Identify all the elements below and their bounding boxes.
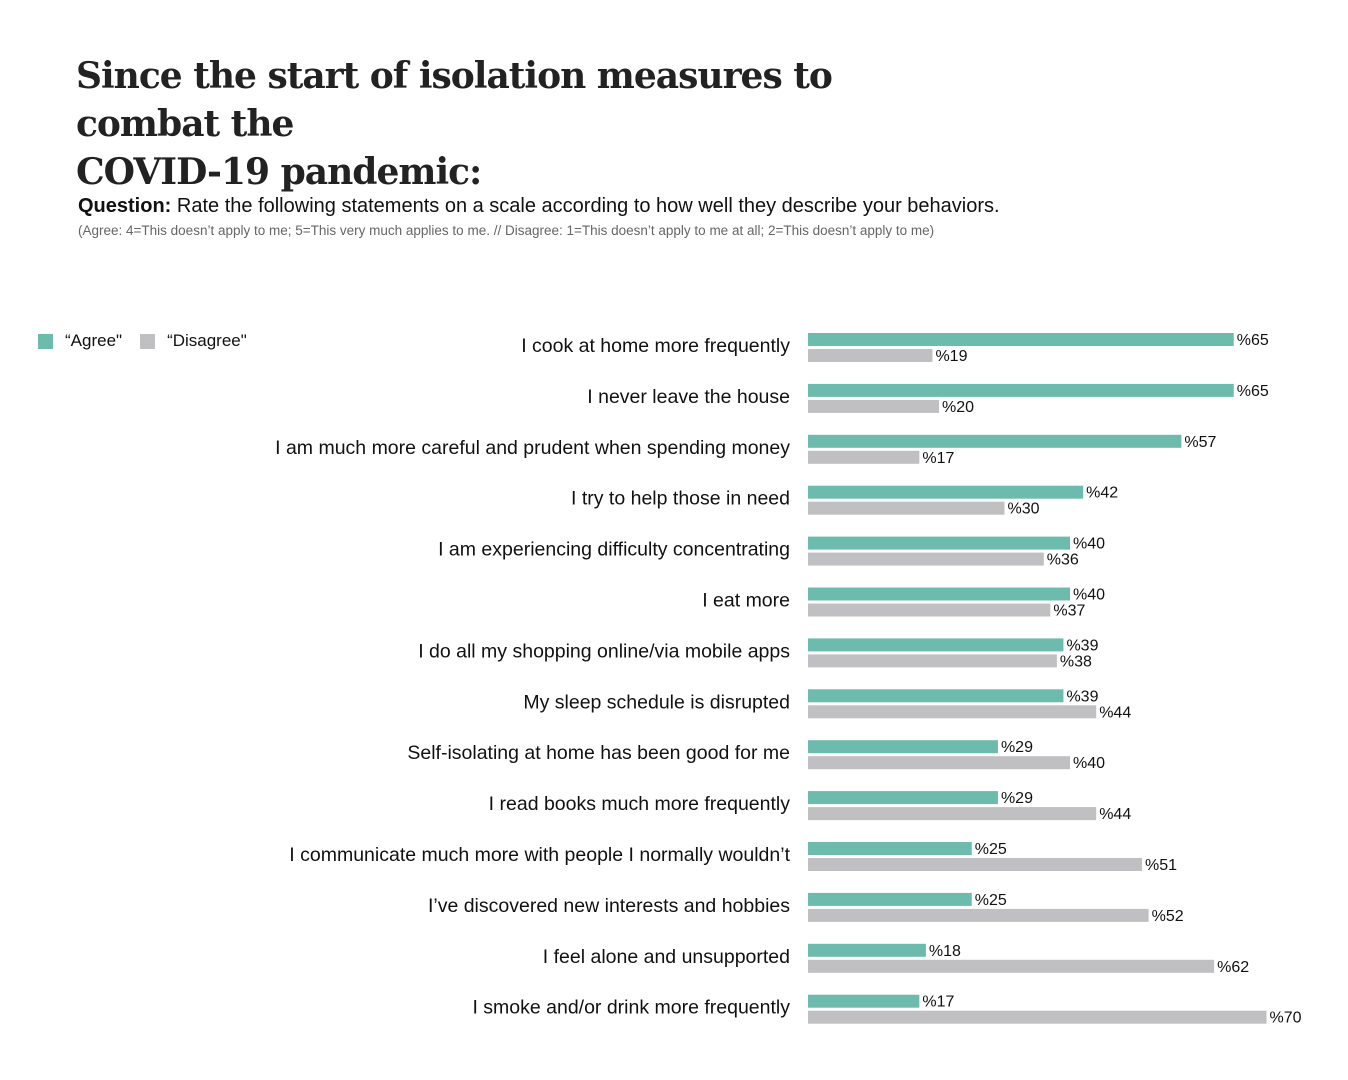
legend-label-agree: “Agree" [65,331,123,350]
data-label-disagree: %37 [1053,603,1085,620]
scale-note: (Agree: 4=This doesn’t apply to me; 5=Th… [78,223,935,238]
bar-disagree [808,552,1044,566]
bar-agree [808,434,1182,448]
chart-title: Since the start of isolation measures to… [76,52,976,196]
bar-agree [808,536,1070,550]
bar-disagree [808,756,1070,770]
chart-row: My sleep schedule is disrupted %39%44 [523,688,1131,721]
bar-disagree [808,858,1143,871]
chart-row: I try to help those in need %42 %30 [571,485,1118,518]
data-label-disagree: %36 [1047,552,1079,569]
chart-row: I am experiencing difficulty concentrati… [438,536,1105,569]
chart-title-line-2: COVID-19 pandemic: [76,151,482,193]
data-label-disagree: %40 [1073,755,1105,772]
question-label: Question: [78,195,172,217]
bar-disagree [808,654,1057,668]
category-label: I cook at home more frequently [521,335,790,357]
bar-disagree [808,399,939,413]
data-label-agree: %25 [975,841,1007,858]
data-label-agree: %25 [975,892,1007,909]
chart-row: I am much more careful and prudent when … [275,434,1216,467]
bar-disagree [808,959,1215,973]
data-label-disagree: %19 [935,348,967,365]
category-label: I communicate much more with people I no… [289,844,790,866]
chart-row: I’ve discovered new interests and hobbie… [428,892,1184,925]
data-label-agree: %39 [1066,637,1098,654]
data-label-agree: %29 [1001,790,1033,807]
data-label-disagree: %20 [942,399,974,416]
category-label: I do all my shopping online/via mobile a… [418,640,790,662]
data-label-agree: %17 [922,994,954,1011]
data-label-disagree: %44 [1099,806,1131,823]
data-label-agree: %40 [1073,587,1105,604]
data-label-disagree: %17 [922,450,954,467]
bar-disagree [808,807,1097,821]
bar-agree [808,892,972,906]
chart-row: I do all my shopping online/via mobile a… [418,637,1098,670]
bar-agree [808,994,920,1008]
chart-row: I smoke and/or drink more frequently %17%… [472,994,1301,1027]
bar-agree [808,689,1064,703]
category-label: My sleep schedule is disrupted [523,691,790,713]
category-label: I’ve discovered new interests and hobbie… [428,895,790,917]
bar-disagree [808,501,1005,515]
chart-row: Self-isolating at home has been good for… [407,739,1105,772]
data-label-disagree: %62 [1217,959,1249,976]
category-label: I read books much more frequently [489,793,791,815]
data-label-agree: %42 [1086,485,1118,502]
question-text: Rate the following statements on a scale… [171,195,1000,217]
category-label: I am experiencing difficulty concentrati… [438,539,790,561]
data-label-disagree: %52 [1152,908,1184,925]
chart-row: I cook at home more frequently %65 %19 [521,332,1269,365]
category-label: I try to help those in need [571,488,790,510]
bar-disagree [808,705,1097,719]
bar-agree [808,383,1234,397]
bar-agree [808,638,1064,652]
data-label-agree: %65 [1237,383,1269,400]
data-label-disagree: %51 [1145,857,1177,874]
bar-agree [808,791,998,805]
bar-agree [808,485,1084,499]
category-label: I am much more careful and prudent when … [275,437,790,459]
category-label: I never leave the house [587,386,790,408]
category-label: I feel alone and unsupported [543,946,790,968]
data-label-agree: %39 [1066,688,1098,705]
chart-row: I communicate much more with people I no… [289,841,1177,874]
bar-agree [808,943,926,957]
chart-row: I never leave the house %65 %20 [587,383,1269,416]
legend-swatch-disagree [140,333,156,349]
data-label-disagree: %44 [1099,704,1131,721]
category-label: I smoke and/or drink more frequently [472,997,790,1019]
data-label-agree: %29 [1001,739,1033,756]
bar-agree [808,842,972,855]
data-label-agree: %57 [1184,434,1216,451]
chart-row: I read books much more frequently %29 %44 [489,790,1132,823]
bar-disagree [808,349,933,362]
chart-title-line-1: Since the start of isolation measures to… [76,55,833,145]
chart-row: I feel alone and unsupported %18 %62 [543,943,1249,976]
legend-item-agree: “Agree" [38,330,122,352]
legend-item-disagree: “Disagree" [140,330,247,352]
data-label-agree: %65 [1237,332,1269,349]
bar-agree [808,587,1070,601]
data-label-disagree: %38 [1060,653,1092,670]
category-label: I eat more [702,590,790,612]
bar-disagree [808,450,920,464]
legend: “Agree" “Disagree" [38,330,265,352]
data-label-disagree: %70 [1270,1010,1302,1027]
question: Question: Rate the following statements … [78,194,1000,218]
bar-agree [808,740,998,754]
bar-disagree [808,908,1149,922]
legend-swatch-agree [38,333,53,349]
data-label-disagree: %30 [1008,501,1040,518]
bar-agree [808,333,1234,346]
data-label-agree: %40 [1073,536,1105,553]
legend-label-disagree: “Disagree" [167,331,247,350]
category-label: Self-isolating at home has been good for… [407,742,790,764]
data-label-agree: %18 [929,943,961,960]
bar-disagree [808,603,1051,617]
bar-disagree [808,1010,1267,1024]
chart-row: I eat more %40%37 [702,587,1105,620]
